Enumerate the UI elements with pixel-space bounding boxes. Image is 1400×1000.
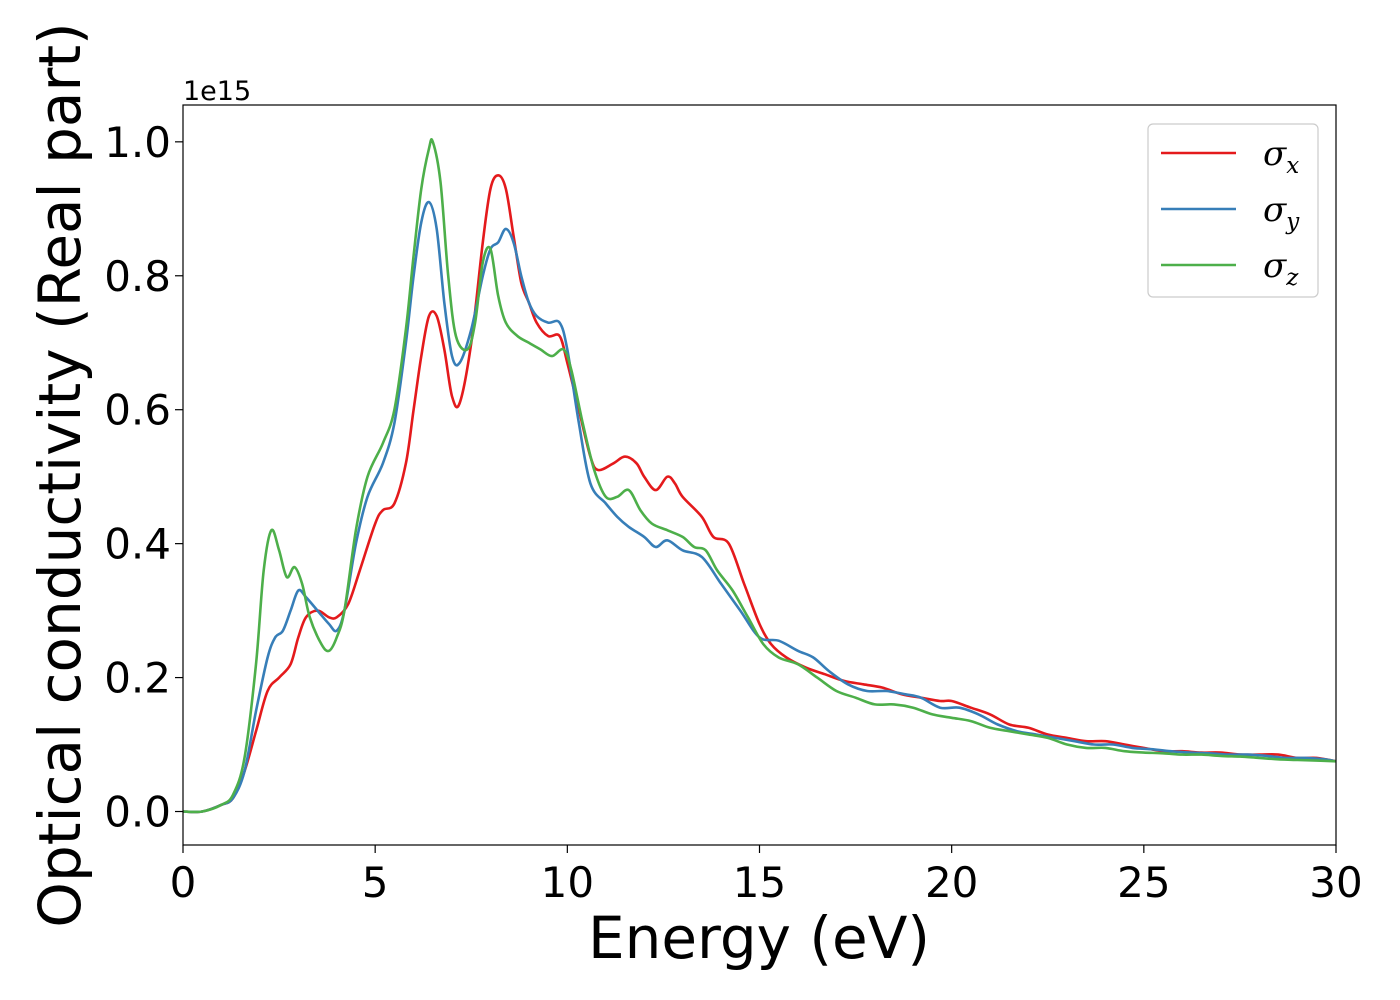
y-offset-text: 1e15	[183, 76, 251, 107]
x-tick-label: 10	[541, 858, 594, 907]
y-axis-label: Optical conductivity (Real part)	[26, 22, 94, 927]
x-tick-label: 15	[733, 858, 786, 907]
series-line-z	[183, 138, 1336, 814]
x-tick-label: 0	[170, 858, 197, 907]
legend-box	[1147, 123, 1319, 298]
y-tick-label: 0.8	[104, 252, 171, 301]
y-tick-label: 0.0	[104, 788, 171, 837]
x-tick-label: 30	[1309, 858, 1362, 907]
y-tick-label: 0.4	[104, 520, 171, 569]
y-tick-label: 0.2	[104, 654, 171, 703]
x-tick-label: 5	[362, 858, 389, 907]
series-line-x	[183, 174, 1336, 814]
y-axis: 0.0 0.2 0.4 0.6 0.8 1.0	[104, 118, 183, 837]
series-layer	[183, 138, 1336, 814]
y-tick-label: 1.0	[104, 118, 171, 167]
x-axis: 0 5 10 15 20 25 30	[170, 845, 1363, 907]
x-tick-label: 25	[1117, 858, 1170, 907]
y-tick-label: 0.6	[104, 386, 171, 435]
x-axis-label: Energy (eV)	[588, 904, 930, 972]
x-tick-label: 20	[925, 858, 978, 907]
series-line-y	[183, 200, 1336, 814]
